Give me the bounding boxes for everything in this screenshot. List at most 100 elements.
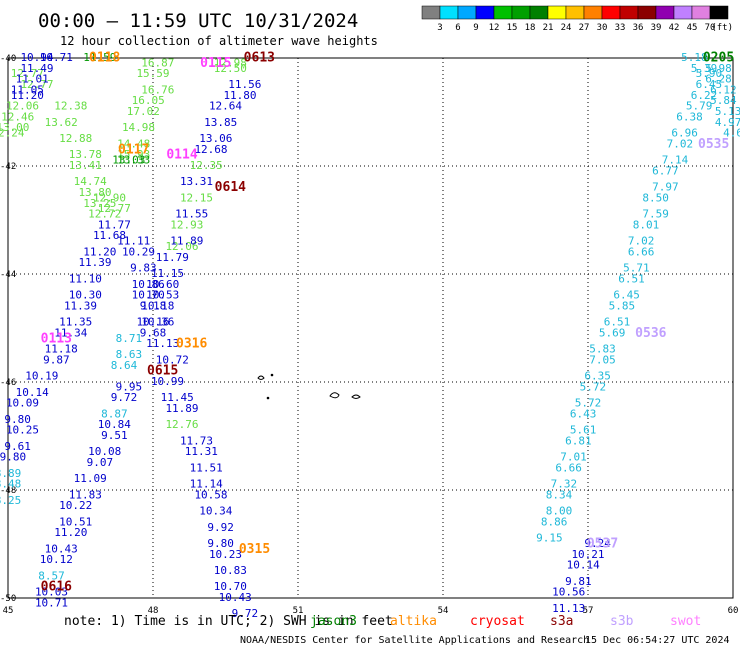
island-outline <box>351 394 361 399</box>
wave-height-label: 7.32 <box>551 478 578 491</box>
wave-height-label: 9.15 <box>536 532 563 545</box>
wave-height-label: 11.18 <box>45 343 78 356</box>
x-tick-label: 60 <box>728 606 739 616</box>
credit-line: NOAA/NESDIS Center for Satellite Applica… <box>240 635 589 646</box>
wave-height-label: 12.90 <box>93 191 126 204</box>
track-time-label: 0614 <box>215 180 246 195</box>
wave-height-label: 9.72 <box>111 391 138 404</box>
x-tick-label: 54 <box>438 606 449 616</box>
colorbar: 3 6 9 12 15 18 21 24 27 30 33 36 39 42 45 70(ft) <box>421 5 733 33</box>
wave-height-label: 10.19 <box>25 370 58 383</box>
y-tick-label: -40 <box>0 54 16 64</box>
wave-height-label: 5.98 <box>705 62 732 75</box>
wave-height-label: 9.81 <box>565 575 592 588</box>
wave-height-label: 11.56 <box>228 78 261 91</box>
wave-height-label: 12.06 <box>165 240 198 253</box>
wave-height-label: 5.84 <box>710 94 737 107</box>
wave-height-label: 10.53 <box>146 289 179 302</box>
wave-height-label: 11.77 <box>98 218 131 231</box>
x-tick-label: 51 <box>293 606 304 616</box>
wave-height-label: 8.00 <box>546 505 573 518</box>
wave-height-label: 11.05 <box>11 83 44 96</box>
wave-height-label: 11.51 <box>190 461 223 474</box>
wave-height-label: 10.43 <box>219 591 252 604</box>
wave-height-label: 13.62 <box>45 116 78 129</box>
colorbar-swatch <box>619 5 639 20</box>
wave-height-label: 11.34 <box>54 326 87 339</box>
wave-height-label: 6.81 <box>565 434 592 447</box>
wave-height-label: 8.87 <box>101 407 128 420</box>
wave-height-label: 10.03 <box>35 586 68 599</box>
wave-height-label: 12.68 <box>194 143 227 156</box>
colorbar-swatch <box>709 5 729 20</box>
wave-height-label: 6.45 <box>613 289 640 302</box>
satellite-legend-item: swot <box>670 614 701 629</box>
wave-height-label: 10.56 <box>552 586 585 599</box>
chart-subtitle: 12 hour collection of altimeter wave hei… <box>60 34 378 48</box>
wave-height-label: 12.93 <box>170 218 203 231</box>
wave-height-label: 11.83 <box>69 488 102 501</box>
wave-height-label: 11.35 <box>59 316 92 329</box>
colorbar-label: 24 <box>561 23 572 33</box>
wave-height-label: 5.83 <box>589 343 616 356</box>
wave-height-label: 6.43 <box>570 407 597 420</box>
wave-height-label: 13.41 <box>69 159 102 172</box>
wave-height-label: 5.39 <box>691 62 718 75</box>
wave-height-label: 8.25 <box>0 494 21 507</box>
wave-height-label: 11.89 <box>165 402 198 415</box>
wave-height-label: 9.80 <box>4 413 31 426</box>
wave-height-label: 9.95 <box>116 380 143 393</box>
colorbar-label: 21 <box>543 23 554 33</box>
satellite-legend-item: cryosat <box>470 614 525 629</box>
track-time-label: 0315 <box>239 542 270 557</box>
wave-height-label: 11.13 <box>552 602 585 615</box>
track-time-label: 0113 <box>41 331 72 346</box>
track-time-label: 0316 <box>176 337 207 352</box>
colorbar-swatch <box>601 5 621 20</box>
wave-height-label: 5.79 <box>686 100 713 113</box>
wave-height-label: 12.35 <box>190 159 223 172</box>
wave-height-label: 11.68 <box>93 229 126 242</box>
wave-height-label: 6.45 <box>696 78 723 91</box>
wave-height-label: 10.14 <box>567 559 600 572</box>
track-time-label: 0117 <box>118 142 149 157</box>
track-time-label: 0616 <box>41 580 72 595</box>
wave-height-label: 13.00 <box>0 121 29 134</box>
wave-height-label: 5.72 <box>575 397 602 410</box>
wave-height-label: 11.20 <box>11 89 44 102</box>
wave-height-label: 7.59 <box>642 208 669 221</box>
wave-height-label: 6.22 <box>691 89 718 102</box>
wave-height-label: 11.09 <box>74 472 107 485</box>
island-outline <box>257 375 265 380</box>
wave-height-label: 9.83 <box>130 262 157 275</box>
wave-height-label: 10.83 <box>214 564 247 577</box>
wave-height-label: 11.73 <box>180 434 213 447</box>
wave-height-label: 9.92 <box>207 521 234 534</box>
wave-height-label: 13.25 <box>83 197 116 210</box>
wave-height-label: 10.08 <box>88 445 121 458</box>
colorbar-swatch <box>565 5 585 20</box>
colorbar-swatch <box>691 5 711 20</box>
track-time-labels: 0118 0115 0613 0117 0114 0614 0113 0316 0615 0315… <box>41 51 734 595</box>
wave-height-label: 9.68 <box>140 326 167 339</box>
colorbar-label: 30 <box>597 23 608 33</box>
wave-height-label: 11.14 <box>190 478 223 491</box>
wave-height-label: 10.51 <box>59 515 92 528</box>
wave-height-label: 8.01 <box>633 218 660 231</box>
wave-height-label: 11.11 <box>117 235 150 248</box>
wave-height-label: 11.89 <box>170 235 203 248</box>
island-dot <box>270 373 274 377</box>
wave-height-label: 4.97 <box>715 116 740 129</box>
colorbar-label: 6 <box>455 23 460 33</box>
x-tick-label: 48 <box>148 606 159 616</box>
colorbar-label: 12 <box>489 23 500 33</box>
wave-height-label: 7.14 <box>662 154 689 167</box>
wave-height-label: 11.15 <box>151 267 184 280</box>
wave-height-label: 13.78 <box>69 148 102 161</box>
wave-height-label: 9.24 <box>584 537 611 550</box>
wave-height-label: 17.02 <box>127 105 160 118</box>
page-title: 00:00 – 11:59 UTC 10/31/2024 <box>38 10 358 32</box>
wave-height-label: 8.64 <box>111 359 138 372</box>
footnote: note: 1) Time is in UTC; 2) SWH is in fe… <box>64 614 393 629</box>
